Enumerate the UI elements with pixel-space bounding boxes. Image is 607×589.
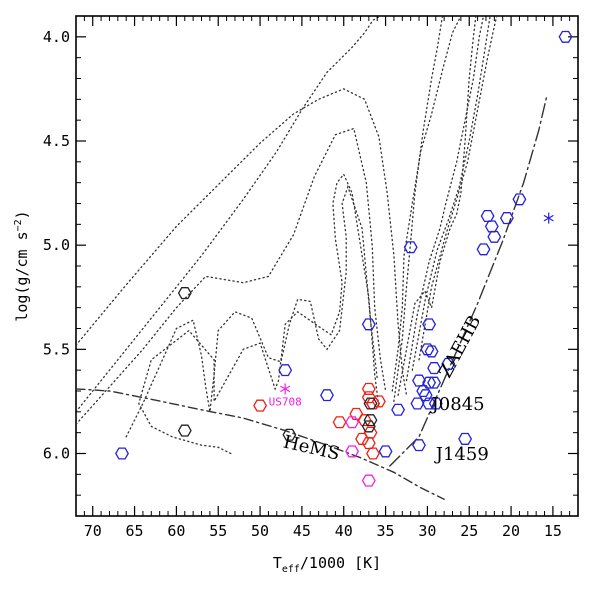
blue-hexagon-point	[499, 212, 514, 225]
x-tick-label: 45	[293, 522, 311, 540]
track-11-curve	[418, 16, 498, 361]
blue-hexagon-point	[428, 397, 443, 410]
blue-hexagon-point	[422, 318, 437, 331]
track-4-curve	[125, 184, 378, 438]
annotations: US708 J0845 J1459 HeMS ZAEHB	[269, 312, 489, 465]
red-hexagon-point	[371, 395, 386, 408]
red-hexagon-point	[355, 432, 370, 445]
blue-hexagon-point	[361, 318, 376, 331]
blue-hexagon-point	[320, 389, 334, 402]
blue-hexagon-point	[427, 376, 442, 389]
blue-hexagon-point	[441, 357, 456, 370]
asterisk-point	[543, 212, 554, 224]
blue-hexagon-point	[278, 364, 293, 377]
x-tick-label: 70	[84, 522, 102, 540]
blue-hexagon-point	[416, 384, 431, 398]
blue-hexagon-point	[484, 220, 499, 233]
track-3-curve	[76, 127, 387, 425]
track-7-curve	[393, 16, 444, 403]
blue-hexagon-point	[378, 445, 393, 458]
track-1-curve	[76, 88, 408, 396]
blue-hexagon-point	[424, 345, 439, 358]
black-hexagon-point	[177, 287, 192, 300]
annotation-us708: US708	[269, 396, 302, 409]
y-axis-label-close: )	[13, 210, 31, 219]
asterisk-stroke	[280, 385, 291, 393]
track-9-curve	[405, 16, 485, 382]
x-tick-label: 40	[335, 522, 353, 540]
blue-hexagon-point	[427, 362, 442, 375]
black-hexagon-point	[177, 424, 192, 437]
x-axis-label: Teff/1000 [K]	[273, 554, 381, 575]
red-hexagon-point	[332, 416, 347, 429]
track-10-curve	[411, 16, 491, 371]
black-hexagon-point	[363, 397, 378, 410]
blue-hexagon-point	[420, 343, 435, 356]
y-tick-label: 4.0	[43, 28, 70, 46]
data-points	[115, 30, 573, 487]
x-axis-label-subscript: eff	[282, 564, 300, 575]
black-hexagon-point	[361, 420, 376, 433]
y-axis-label: log(g/cm s−2)	[13, 210, 31, 321]
track-5-curve	[138, 173, 380, 455]
blue-hexagon-point	[480, 209, 495, 223]
magenta-hexagon-point	[361, 474, 376, 487]
annotation-j1459: J1459	[434, 444, 489, 465]
hems-curve	[76, 388, 445, 500]
magenta-hexagon-point	[345, 445, 360, 458]
x-tick-label: 50	[251, 522, 269, 540]
x-tick-label: 55	[209, 522, 227, 540]
blue-hexagon-point	[458, 432, 473, 445]
x-tick-label: 30	[418, 522, 436, 540]
y-tick-label: 5.0	[43, 236, 70, 254]
blue-hexagon-point	[558, 30, 573, 43]
black-hexagon-point	[282, 428, 297, 441]
track-8-curve	[397, 16, 477, 396]
zaehb-curve	[389, 94, 548, 467]
y-axis-label-superscript: −2	[13, 219, 24, 231]
asterisk-point	[280, 383, 291, 395]
track-2-curve	[76, 16, 382, 413]
annotation-j0845: J0845	[430, 394, 485, 415]
y-tick-label: 6.0	[43, 445, 70, 463]
red-hexagon-point	[363, 426, 378, 439]
red-hexagon-point	[366, 447, 380, 460]
axis-ticks: 70 65 60 55 50 45 40 35 30 25 20 15 4.0 4.5 5.0 5.5 6.0	[43, 15, 578, 540]
x-tick-label: 35	[377, 522, 395, 540]
blue-hexagon-point	[391, 403, 406, 416]
blue-hexagon-point	[410, 397, 425, 410]
annotation-zaehb: ZAEHB	[435, 312, 485, 382]
blue-hexagon-point	[476, 243, 491, 256]
annotation-hems: HeMS	[281, 431, 341, 464]
red-hexagon-point	[366, 397, 380, 410]
magenta-hexagon-point	[345, 416, 360, 429]
blue-hexagon-point	[412, 439, 426, 452]
y-tick-label: 4.5	[43, 132, 70, 150]
x-tick-label: 20	[502, 522, 520, 540]
red-hexagon-point	[361, 391, 376, 404]
x-tick-label: 60	[167, 522, 185, 540]
blue-hexagon-point	[487, 230, 502, 243]
curves	[76, 16, 548, 500]
red-hexagon-point	[361, 382, 376, 395]
blue-hexagon-point	[115, 447, 129, 460]
x-tick-label: 15	[544, 522, 562, 540]
y-tick-label: 5.5	[43, 340, 70, 358]
blue-hexagon-point	[512, 193, 527, 206]
blue-hexagon-point	[403, 241, 418, 254]
asterisk-stroke	[543, 214, 554, 222]
x-tick-label: 65	[126, 522, 144, 540]
x-tick-label: 25	[460, 522, 478, 540]
x-axis-label-rest: /1000 [K]	[300, 554, 381, 572]
blue-hexagon-point	[418, 389, 433, 402]
red-hexagon-point	[253, 399, 268, 412]
black-hexagon-point	[363, 414, 378, 427]
